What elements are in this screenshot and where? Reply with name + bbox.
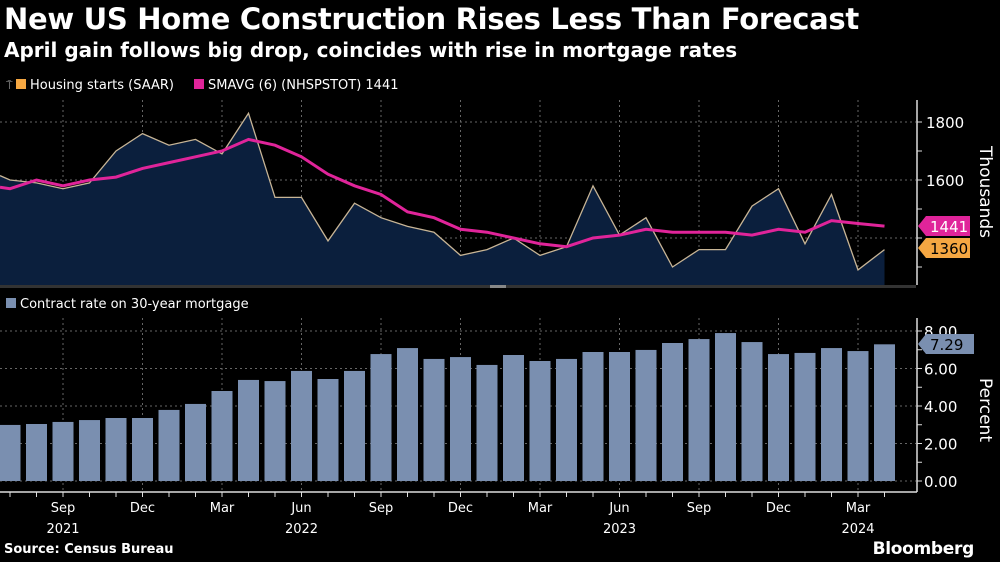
mortgage-bar [211, 391, 233, 481]
mortgage-bar [397, 348, 418, 481]
top-y-tick-label: 1800 [926, 114, 964, 132]
mortgage-bar [688, 339, 710, 481]
mortgage-bar [582, 352, 604, 481]
x-tick-label: Mar [528, 501, 553, 516]
housing-starts-area [0, 113, 885, 285]
legend-housing-starts: Housing starts (SAAR) [30, 78, 174, 93]
chart-title: New US Home Construction Rises Less Than… [4, 2, 859, 36]
mortgage-bar [476, 364, 498, 481]
smavg-line [0, 137, 885, 249]
mortgage-bar [52, 421, 74, 481]
source-note: Source: Census Bureau [4, 542, 174, 557]
mortgage-last-value: 7.29 [930, 336, 963, 354]
legend-swatch-smavg [194, 79, 204, 89]
x-year-label: 2023 [603, 522, 636, 537]
mortgage-bar [715, 333, 736, 481]
bottom-y-tick-label: 6.00 [924, 361, 957, 379]
mortgage-bar [874, 344, 895, 481]
housing-starts-last-value-box [918, 238, 970, 258]
bottom-y-axis-title: Percent [975, 378, 995, 442]
mortgage-bar [132, 418, 153, 481]
mortgage-bar [291, 370, 312, 481]
bottom-legend: Contract rate on 30-year mortgage [6, 297, 249, 312]
top-gridlines [0, 100, 916, 285]
mortgage-bar [556, 358, 577, 481]
x-tick-label: Sep [369, 501, 394, 516]
housing-starts-last-value: 1360 [930, 240, 968, 258]
mortgage-bar [26, 424, 47, 481]
mortgage-bar [821, 348, 842, 481]
mortgage-bar [370, 354, 392, 481]
mortgage-bars [0, 333, 895, 481]
x-tick-label: Jun [290, 501, 311, 516]
mortgage-bar [529, 361, 551, 481]
mortgage-bar [238, 379, 259, 481]
mortgage-bar [662, 343, 683, 481]
top-legend: ⍑ Housing starts (SAAR) SMAVG (6) (NHSPS… [6, 78, 399, 93]
mortgage-bar [158, 409, 180, 481]
top-y-tick-label: 1600 [926, 172, 964, 190]
smavg-last-value: 1441 [930, 218, 968, 236]
mortgage-bar [105, 418, 127, 481]
mortgage-bar [317, 379, 339, 481]
mortgage-last-value-box [918, 334, 974, 354]
bottom-y-tick-label: 2.00 [924, 436, 957, 454]
axis-labels: Sep 2021 Dec Mar Jun 2022 Sep Dec Mar Jun 2023 Sep D… [9, 114, 995, 537]
x-tick-label: Dec [448, 501, 473, 516]
mortgage-bar [79, 420, 100, 481]
x-year-label: 2022 [285, 522, 318, 537]
x-year-label: 2024 [841, 522, 874, 537]
x-tick-label: Mar [210, 501, 235, 516]
chart-subtitle: April gain follows big drop, coincides w… [4, 38, 738, 62]
mortgage-bar [635, 349, 657, 481]
mortgage-bar [264, 381, 286, 481]
x-year-label: 2021 [46, 522, 79, 537]
smavg-last-value-box [918, 216, 970, 236]
bloomberg-logo: Bloomberg [872, 539, 975, 559]
mortgage-bar [503, 355, 524, 481]
mortgage-bar [768, 354, 789, 481]
legend-swatch-mortgage [6, 298, 16, 308]
x-tick-label: Sep [51, 501, 76, 516]
legend-swatch-housing-starts [16, 79, 26, 89]
mortgage-bar [185, 403, 206, 481]
panel-divider [0, 285, 916, 288]
mortgage-bar [0, 424, 21, 481]
mortgage-bar [794, 352, 816, 481]
panel-resize-handle[interactable] [490, 285, 506, 288]
x-tick-label: Jun [608, 501, 629, 516]
legend-mortgage: Contract rate on 30-year mortgage [20, 297, 249, 312]
mortgage-bar [423, 358, 445, 481]
mortgage-bar [450, 357, 471, 481]
bottom-y-tick-label: 0.00 [924, 473, 957, 491]
x-tick-label: Mar [846, 501, 871, 516]
legend-smavg: SMAVG (6) (NHSPSTOT) 1441 [208, 78, 399, 93]
x-tick-label: Dec [130, 501, 155, 516]
bottom-y-tick-label: 4.00 [924, 398, 957, 416]
pin-icon[interactable]: ⍑ [6, 79, 13, 92]
mortgage-bar [741, 342, 763, 481]
mortgage-bar [344, 370, 365, 481]
x-tick-label: Sep [687, 501, 712, 516]
x-tick-label: Dec [766, 501, 791, 516]
top-y-axis-title: Thousands [975, 145, 995, 238]
mortgage-bar [847, 351, 869, 481]
mortgage-bar [609, 352, 630, 481]
housing-starts-line [0, 111, 885, 271]
